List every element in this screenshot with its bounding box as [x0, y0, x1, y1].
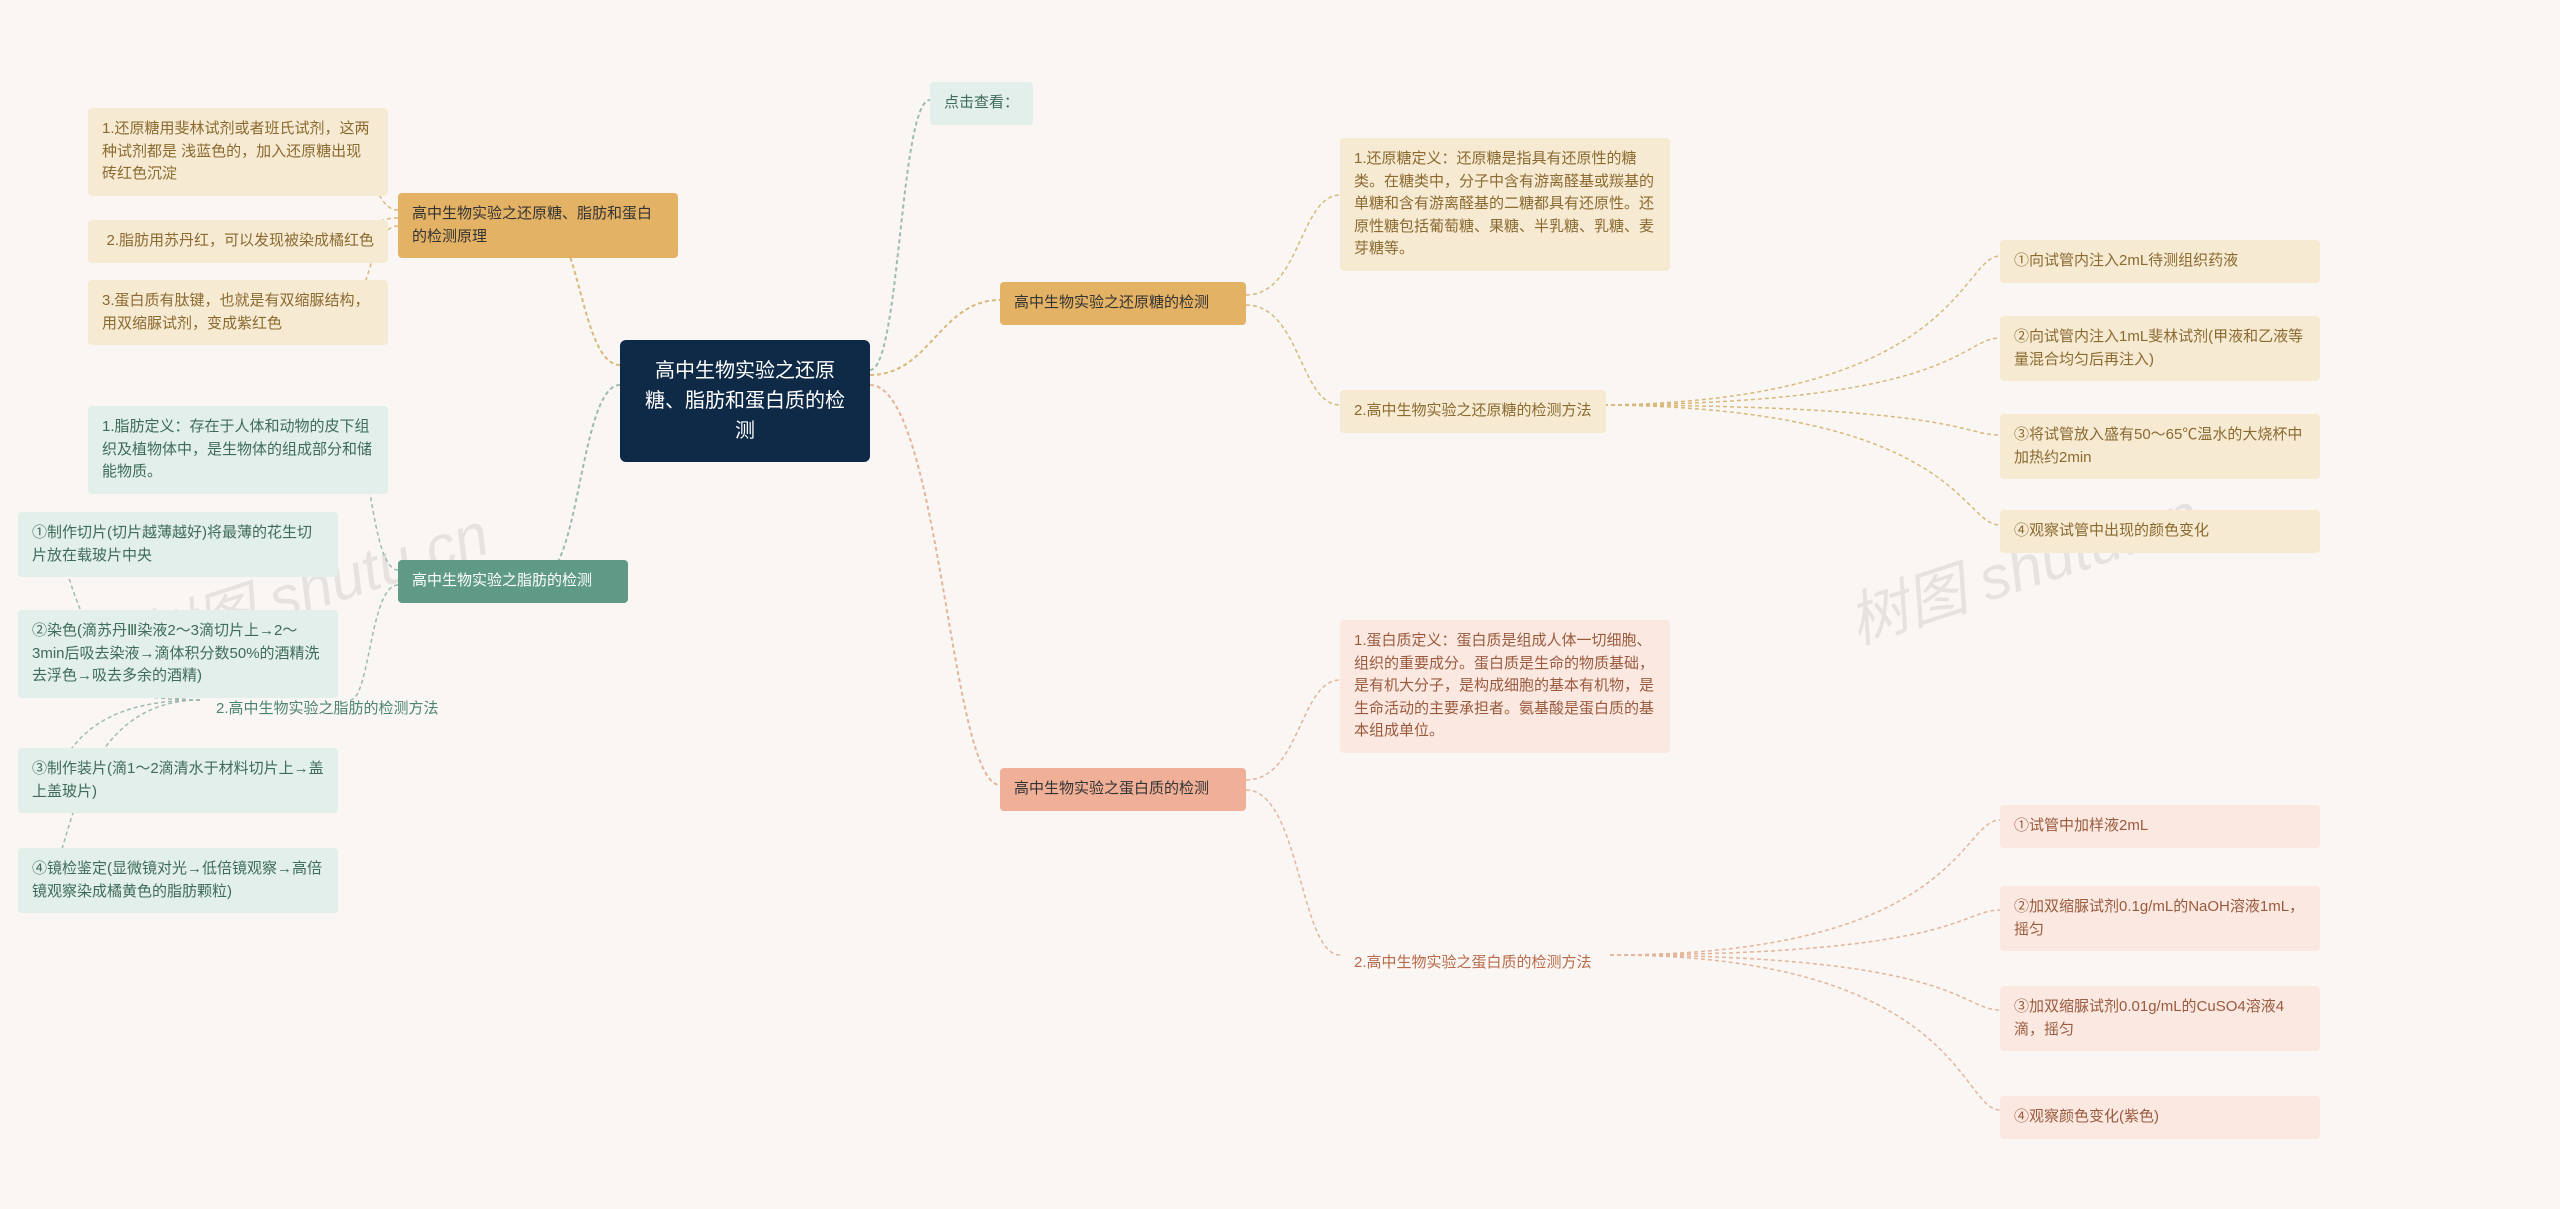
fat-step: ①制作切片(切片越薄越好)将最薄的花生切片放在载玻片中央 — [18, 512, 338, 577]
sugar-title[interactable]: 高中生物实验之还原糖的检测 — [1000, 282, 1246, 325]
protein-def: 1.蛋白质定义：蛋白质是组成人体一切细胞、组织的重要成分。蛋白质是生命的物质基础… — [1340, 620, 1670, 753]
protein-step: ③加双缩脲试剂0.01g/mL的CuSO4溶液4滴，摇匀 — [2000, 986, 2320, 1051]
sugar-step: ④观察试管中出现的颜色变化 — [2000, 510, 2320, 553]
principle-item: 2.脂肪用苏丹红，可以发现被染成橘红色 — [88, 220, 388, 263]
root-node: 高中生物实验之还原糖、脂肪和蛋白质的检测 — [620, 340, 870, 462]
fat-def: 1.脂肪定义：存在于人体和动物的皮下组织及植物体中，是生物体的组成部分和储能物质… — [88, 406, 388, 494]
principle-title[interactable]: 高中生物实验之还原糖、脂肪和蛋白的检测原理 — [398, 193, 678, 258]
sugar-step: ②向试管内注入1mL斐林试剂(甲液和乙液等量混合均匀后再注入) — [2000, 316, 2320, 381]
sugar-method-title: 2.高中生物实验之还原糖的检测方法 — [1340, 390, 1606, 433]
protein-title[interactable]: 高中生物实验之蛋白质的检测 — [1000, 768, 1246, 811]
watermark: 树图 shutu.cn — [1835, 466, 2208, 661]
fat-title[interactable]: 高中生物实验之脂肪的检测 — [398, 560, 628, 603]
protein-method-title: 2.高中生物实验之蛋白质的检测方法 — [1340, 942, 1606, 985]
sugar-step: ③将试管放入盛有50～65℃温水的大烧杯中加热约2min — [2000, 414, 2320, 479]
principle-item: 3.蛋白质有肽键，也就是有双缩脲结构，用双缩脲试剂，变成紫红色 — [88, 280, 388, 345]
fat-step: ④镜检鉴定(显微镜对光→低倍镜观察→高倍镜观察染成橘黄色的脂肪颗粒) — [18, 848, 338, 913]
protein-step: ①试管中加样液2mL — [2000, 805, 2320, 848]
fat-step: ②染色(滴苏丹Ⅲ染液2～3滴切片上→2～3min后吸去染液→滴体积分数50%的酒… — [18, 610, 338, 698]
protein-step: ④观察颜色变化(紫色) — [2000, 1096, 2320, 1139]
fat-step: ③制作装片(滴1～2滴清水于材料切片上→盖上盖玻片) — [18, 748, 338, 813]
protein-step: ②加双缩脲试剂0.1g/mL的NaOH溶液1mL，摇匀 — [2000, 886, 2320, 951]
click-view-node[interactable]: 点击查看： — [930, 82, 1033, 125]
sugar-step: ①向试管内注入2mL待测组织药液 — [2000, 240, 2320, 283]
principle-item: 1.还原糖用斐林试剂或者班氏试剂，这两种试剂都是 浅蓝色的，加入还原糖出现砖红色… — [88, 108, 388, 196]
sugar-def: 1.还原糖定义：还原糖是指具有还原性的糖类。在糖类中，分子中含有游离醛基或羰基的… — [1340, 138, 1670, 271]
